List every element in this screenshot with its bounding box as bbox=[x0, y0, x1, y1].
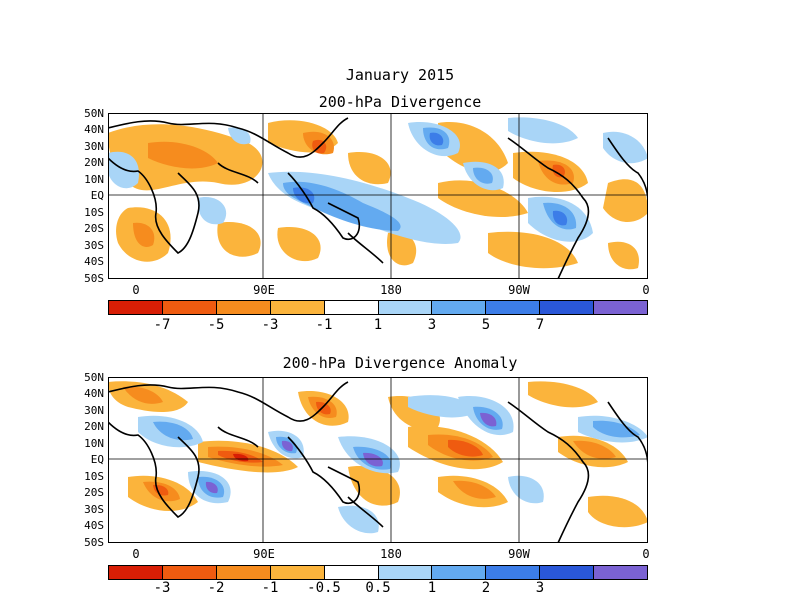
colorbar-swatch bbox=[486, 301, 541, 314]
lat-label: 20N bbox=[84, 420, 104, 433]
lon-label: 180 bbox=[380, 283, 402, 297]
divergence-colorbar bbox=[108, 300, 648, 315]
lat-label: 50S bbox=[84, 272, 104, 285]
colorbar-swatch bbox=[540, 301, 595, 314]
colorbar-swatch bbox=[324, 301, 379, 314]
month-title: January 2015 bbox=[345, 66, 455, 84]
lat-label: 50N bbox=[84, 371, 104, 384]
colorbar-label: -1 bbox=[261, 580, 279, 596]
colorbar-swatch bbox=[109, 301, 163, 314]
colorbar-label: 5 bbox=[481, 317, 491, 333]
lon-label: 0 bbox=[642, 547, 650, 561]
colorbar-label: 7 bbox=[535, 317, 545, 333]
colorbar-swatch bbox=[432, 566, 487, 579]
anomaly-grid-lines bbox=[108, 377, 648, 543]
colorbar-swatch bbox=[216, 566, 271, 579]
colorbar-swatch bbox=[270, 301, 325, 314]
colorbar-swatch bbox=[432, 301, 487, 314]
lat-label: 40N bbox=[84, 387, 104, 400]
colorbar-label: -2 bbox=[207, 580, 225, 596]
lat-label: 50N bbox=[84, 107, 104, 120]
lat-label: 10N bbox=[84, 173, 104, 186]
colorbar-swatch bbox=[378, 566, 433, 579]
divergence-map-title: 200-hPa Divergence bbox=[318, 93, 482, 111]
colorbar-swatch bbox=[162, 566, 217, 579]
lat-label: 10N bbox=[84, 437, 104, 450]
colorbar-swatch bbox=[216, 301, 271, 314]
lat-label: 40S bbox=[84, 519, 104, 532]
lat-label: 30S bbox=[84, 239, 104, 252]
lat-label: 30N bbox=[84, 404, 104, 417]
lat-label: EQ bbox=[90, 189, 104, 202]
lon-label: 0 bbox=[642, 283, 650, 297]
colorbar-label: -1 bbox=[315, 317, 333, 333]
colorbar-swatch bbox=[540, 566, 595, 579]
lon-label: 90E bbox=[253, 283, 275, 297]
colorbar-label: 2 bbox=[481, 580, 491, 596]
colorbar-label: 1 bbox=[427, 580, 437, 596]
anomaly-coastlines bbox=[108, 381, 648, 543]
lat-label: 20S bbox=[84, 222, 104, 235]
colorbar-label: -5 bbox=[207, 317, 225, 333]
divergence-shading bbox=[108, 117, 648, 270]
lat-label: 10S bbox=[84, 206, 104, 219]
lat-label: 30N bbox=[84, 140, 104, 153]
grid-lines bbox=[108, 113, 648, 279]
colorbar-swatch bbox=[109, 566, 163, 579]
lat-label: 20S bbox=[84, 486, 104, 499]
lat-label: 40N bbox=[84, 123, 104, 136]
colorbar-swatch bbox=[270, 566, 325, 579]
anomaly-map-title: 200-hPa Divergence Anomaly bbox=[282, 354, 518, 372]
coastlines bbox=[108, 117, 648, 279]
lat-label: 10S bbox=[84, 470, 104, 483]
colorbar-swatch bbox=[486, 566, 541, 579]
colorbar-swatch bbox=[324, 566, 379, 579]
colorbar-swatch bbox=[594, 566, 648, 579]
lon-label: 180 bbox=[380, 547, 402, 561]
anomaly-shading bbox=[108, 381, 648, 534]
anomaly-colorbar bbox=[108, 565, 648, 580]
colorbar-swatch bbox=[162, 301, 217, 314]
colorbar-swatch bbox=[594, 301, 648, 314]
colorbar-label: -7 bbox=[153, 317, 171, 333]
lon-label: 0 bbox=[132, 547, 140, 561]
lat-label: 20N bbox=[84, 156, 104, 169]
divergence-map bbox=[108, 113, 648, 279]
colorbar-label: 1 bbox=[373, 317, 383, 333]
lat-label: 30S bbox=[84, 503, 104, 516]
colorbar-label: 0.5 bbox=[365, 580, 391, 596]
lat-label: 50S bbox=[84, 536, 104, 549]
colorbar-label: -0.5 bbox=[307, 580, 341, 596]
lon-label: 90E bbox=[253, 547, 275, 561]
lon-label: 90W bbox=[508, 283, 530, 297]
colorbar-label: 3 bbox=[535, 580, 545, 596]
lon-label: 90W bbox=[508, 547, 530, 561]
lat-label: 40S bbox=[84, 255, 104, 268]
lat-label: EQ bbox=[90, 453, 104, 466]
colorbar-swatch bbox=[378, 301, 433, 314]
anomaly-map bbox=[108, 377, 648, 543]
lon-label: 0 bbox=[132, 283, 140, 297]
colorbar-label: -3 bbox=[153, 580, 171, 596]
colorbar-label: -3 bbox=[261, 317, 279, 333]
colorbar-label: 3 bbox=[427, 317, 437, 333]
